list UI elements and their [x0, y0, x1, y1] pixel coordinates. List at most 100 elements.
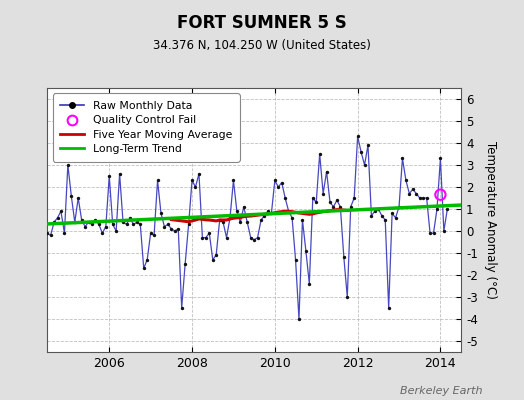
Point: [298, 217, 307, 223]
Point: [364, 142, 372, 148]
Point: [343, 294, 352, 300]
Point: [416, 195, 424, 201]
Point: [98, 230, 106, 236]
Point: [178, 305, 186, 311]
Point: [350, 195, 358, 201]
Point: [422, 195, 431, 201]
Point: [115, 170, 124, 177]
Point: [315, 151, 324, 157]
Point: [285, 208, 293, 214]
Point: [195, 170, 203, 177]
Point: [271, 177, 279, 184]
Legend: Raw Monthly Data, Quality Control Fail, Five Year Moving Average, Long-Term Tren: Raw Monthly Data, Quality Control Fail, …: [52, 94, 239, 162]
Point: [119, 219, 127, 225]
Point: [340, 254, 348, 261]
Point: [181, 261, 189, 267]
Point: [333, 197, 341, 203]
Point: [302, 248, 310, 254]
Point: [146, 230, 155, 236]
Point: [143, 256, 151, 263]
Point: [264, 208, 272, 214]
Point: [226, 214, 234, 221]
Point: [139, 265, 148, 272]
Point: [267, 210, 276, 217]
Point: [260, 212, 269, 219]
Point: [163, 221, 172, 228]
Point: [136, 221, 145, 228]
Point: [370, 208, 379, 214]
Point: [346, 204, 355, 210]
Point: [409, 186, 417, 192]
Point: [374, 206, 383, 212]
Point: [426, 230, 434, 236]
Point: [191, 184, 200, 190]
Point: [198, 234, 206, 241]
Point: [126, 214, 134, 221]
Point: [378, 212, 386, 219]
Point: [257, 217, 265, 223]
Point: [222, 234, 231, 241]
Point: [47, 232, 55, 238]
Point: [43, 230, 51, 236]
Point: [326, 199, 334, 206]
Point: [215, 217, 224, 223]
Point: [57, 208, 65, 214]
Point: [395, 204, 403, 210]
Point: [433, 206, 441, 212]
Point: [419, 195, 428, 201]
Point: [354, 133, 362, 140]
Point: [246, 234, 255, 241]
Point: [108, 221, 117, 228]
Point: [74, 195, 82, 201]
Point: [50, 219, 58, 225]
Point: [440, 228, 448, 234]
Point: [381, 217, 389, 223]
Point: [329, 204, 337, 210]
Point: [63, 162, 72, 168]
Point: [53, 214, 62, 221]
Point: [312, 199, 320, 206]
Point: [398, 155, 407, 162]
Point: [81, 223, 89, 230]
Point: [443, 206, 452, 212]
Point: [309, 195, 317, 201]
Text: FORT SUMNER 5 S: FORT SUMNER 5 S: [177, 14, 347, 32]
Point: [122, 221, 130, 228]
Point: [436, 155, 444, 162]
Point: [250, 237, 258, 243]
Y-axis label: Temperature Anomaly (°C): Temperature Anomaly (°C): [484, 141, 497, 299]
Point: [233, 208, 241, 214]
Point: [91, 217, 100, 223]
Point: [295, 316, 303, 322]
Point: [388, 210, 396, 217]
Point: [291, 256, 300, 263]
Point: [319, 190, 328, 197]
Text: 34.376 N, 104.250 W (United States): 34.376 N, 104.250 W (United States): [153, 39, 371, 52]
Point: [202, 234, 210, 241]
Point: [239, 204, 248, 210]
Point: [22, 217, 30, 223]
Point: [243, 219, 252, 225]
Point: [26, 210, 34, 217]
Point: [436, 192, 444, 198]
Point: [188, 177, 196, 184]
Point: [129, 221, 138, 228]
Point: [29, 201, 38, 208]
Point: [278, 179, 286, 186]
Point: [60, 230, 69, 236]
Point: [281, 195, 289, 201]
Point: [236, 219, 245, 225]
Point: [357, 149, 365, 155]
Point: [254, 234, 262, 241]
Point: [391, 214, 400, 221]
Point: [336, 204, 345, 210]
Point: [184, 221, 193, 228]
Point: [405, 190, 413, 197]
Point: [157, 210, 165, 217]
Point: [288, 214, 296, 221]
Point: [219, 219, 227, 225]
Point: [133, 219, 141, 225]
Point: [205, 230, 213, 236]
Point: [36, 221, 45, 228]
Point: [167, 226, 176, 232]
